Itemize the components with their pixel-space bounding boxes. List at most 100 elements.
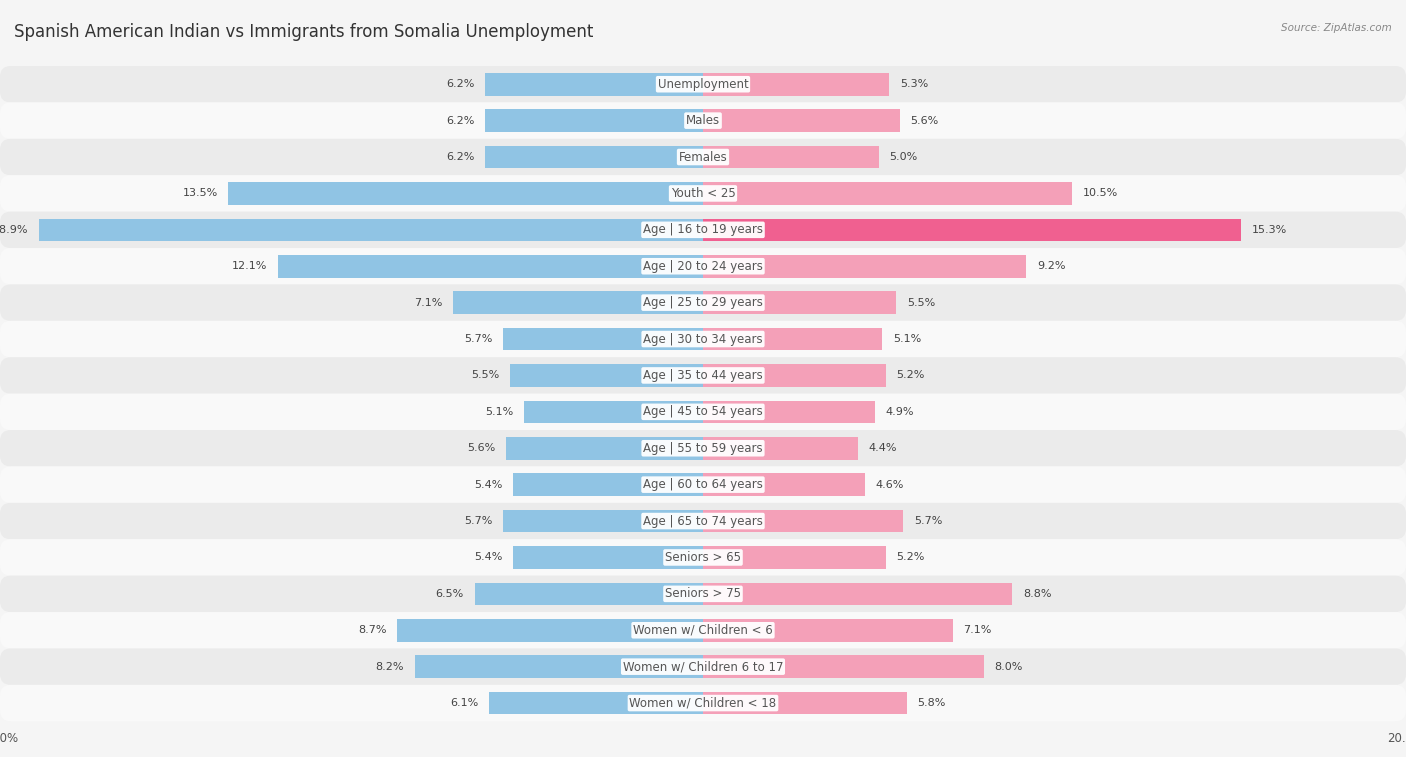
Bar — [485, 109, 703, 132]
Text: 6.2%: 6.2% — [446, 79, 475, 89]
FancyBboxPatch shape — [0, 430, 1406, 466]
Bar — [278, 255, 703, 278]
Bar — [703, 473, 865, 496]
Text: 5.4%: 5.4% — [474, 553, 503, 562]
Bar — [513, 473, 703, 496]
Text: Age | 45 to 54 years: Age | 45 to 54 years — [643, 405, 763, 419]
Bar — [703, 619, 953, 641]
FancyBboxPatch shape — [0, 575, 1406, 612]
Text: 7.1%: 7.1% — [415, 298, 443, 307]
Bar — [489, 692, 703, 715]
Bar — [454, 291, 703, 314]
Text: 5.7%: 5.7% — [914, 516, 942, 526]
FancyBboxPatch shape — [0, 175, 1406, 212]
Bar — [703, 291, 897, 314]
Text: Age | 20 to 24 years: Age | 20 to 24 years — [643, 260, 763, 273]
Text: 6.1%: 6.1% — [450, 698, 478, 708]
Text: Age | 25 to 29 years: Age | 25 to 29 years — [643, 296, 763, 309]
Text: 7.1%: 7.1% — [963, 625, 991, 635]
FancyBboxPatch shape — [0, 394, 1406, 430]
Text: Age | 55 to 59 years: Age | 55 to 59 years — [643, 442, 763, 455]
Text: 5.5%: 5.5% — [471, 370, 499, 381]
Text: 4.4%: 4.4% — [869, 444, 897, 453]
Bar — [503, 328, 703, 350]
Bar — [703, 146, 879, 168]
Bar — [506, 437, 703, 459]
Text: Unemployment: Unemployment — [658, 78, 748, 91]
Bar — [703, 509, 904, 532]
Bar — [415, 656, 703, 678]
Bar — [703, 73, 889, 95]
Text: 6.2%: 6.2% — [446, 152, 475, 162]
Bar — [703, 692, 907, 715]
Bar — [513, 546, 703, 569]
Text: Women w/ Children 6 to 17: Women w/ Children 6 to 17 — [623, 660, 783, 673]
Text: Seniors > 75: Seniors > 75 — [665, 587, 741, 600]
FancyBboxPatch shape — [0, 139, 1406, 175]
Bar — [503, 509, 703, 532]
Text: Seniors > 65: Seniors > 65 — [665, 551, 741, 564]
Text: 8.7%: 8.7% — [359, 625, 387, 635]
FancyBboxPatch shape — [0, 102, 1406, 139]
Text: 5.0%: 5.0% — [889, 152, 918, 162]
FancyBboxPatch shape — [0, 248, 1406, 285]
FancyBboxPatch shape — [0, 503, 1406, 539]
Bar — [703, 219, 1241, 241]
Text: 5.3%: 5.3% — [900, 79, 928, 89]
Text: 5.8%: 5.8% — [917, 698, 946, 708]
FancyBboxPatch shape — [0, 66, 1406, 102]
Text: 4.9%: 4.9% — [886, 407, 914, 417]
Bar — [703, 364, 886, 387]
Bar — [703, 182, 1073, 204]
Text: Age | 16 to 19 years: Age | 16 to 19 years — [643, 223, 763, 236]
Text: 5.1%: 5.1% — [485, 407, 513, 417]
Bar — [703, 328, 883, 350]
Text: 9.2%: 9.2% — [1038, 261, 1066, 271]
Text: 5.2%: 5.2% — [897, 370, 925, 381]
FancyBboxPatch shape — [0, 357, 1406, 394]
Text: 13.5%: 13.5% — [183, 188, 218, 198]
Bar — [398, 619, 703, 641]
Text: Males: Males — [686, 114, 720, 127]
Bar — [485, 146, 703, 168]
Bar — [703, 255, 1026, 278]
Text: 8.0%: 8.0% — [995, 662, 1024, 671]
FancyBboxPatch shape — [0, 212, 1406, 248]
FancyBboxPatch shape — [0, 285, 1406, 321]
Text: Youth < 25: Youth < 25 — [671, 187, 735, 200]
Text: 5.2%: 5.2% — [897, 553, 925, 562]
FancyBboxPatch shape — [0, 539, 1406, 575]
Bar — [703, 583, 1012, 605]
Bar — [229, 182, 703, 204]
Text: 8.2%: 8.2% — [375, 662, 405, 671]
FancyBboxPatch shape — [0, 321, 1406, 357]
Text: Age | 60 to 64 years: Age | 60 to 64 years — [643, 478, 763, 491]
FancyBboxPatch shape — [0, 649, 1406, 685]
Text: 6.2%: 6.2% — [446, 116, 475, 126]
Text: 5.5%: 5.5% — [907, 298, 935, 307]
Bar — [524, 400, 703, 423]
Text: 15.3%: 15.3% — [1251, 225, 1286, 235]
Text: 8.8%: 8.8% — [1024, 589, 1052, 599]
Bar — [485, 73, 703, 95]
Text: 10.5%: 10.5% — [1083, 188, 1118, 198]
Bar — [510, 364, 703, 387]
Text: Age | 30 to 34 years: Age | 30 to 34 years — [643, 332, 763, 345]
Text: 5.7%: 5.7% — [464, 516, 492, 526]
Text: 6.5%: 6.5% — [436, 589, 464, 599]
Bar — [703, 400, 875, 423]
Text: Women w/ Children < 6: Women w/ Children < 6 — [633, 624, 773, 637]
Text: 5.7%: 5.7% — [464, 334, 492, 344]
Text: Females: Females — [679, 151, 727, 164]
Text: 12.1%: 12.1% — [232, 261, 267, 271]
Text: 5.4%: 5.4% — [474, 480, 503, 490]
Bar — [703, 437, 858, 459]
Bar — [703, 656, 984, 678]
Text: Spanish American Indian vs Immigrants from Somalia Unemployment: Spanish American Indian vs Immigrants fr… — [14, 23, 593, 41]
Text: 18.9%: 18.9% — [0, 225, 28, 235]
FancyBboxPatch shape — [0, 466, 1406, 503]
Text: Women w/ Children < 18: Women w/ Children < 18 — [630, 696, 776, 709]
Bar — [39, 219, 703, 241]
Text: 4.6%: 4.6% — [875, 480, 904, 490]
FancyBboxPatch shape — [0, 612, 1406, 649]
